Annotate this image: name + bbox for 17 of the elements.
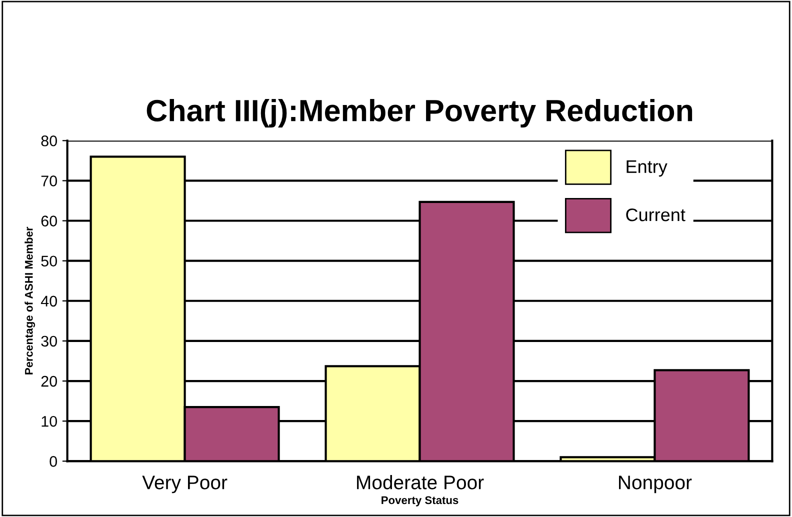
y-tick-label: 50 [41,256,57,267]
y-tick-label: 60 [41,216,57,226]
chart-title: Chart III(j):Member Poverty Reduction [146,99,692,128]
y-tick-label: 10 [42,416,57,427]
y-tick-label: 30 [41,336,57,347]
y-tick-label: 40 [40,296,57,307]
y-tick-label: 0 [50,456,57,467]
legend-label: Entry [626,160,668,177]
x-tick-label: Very Poor [142,476,228,494]
y-axis-title: Percentage of ASHI Member [24,226,36,374]
x-tick-label: Moderate Poor [357,475,484,490]
x-tick-label: Nonpoor [619,476,692,494]
y-tick-label: 20 [41,376,57,387]
x-axis-title: Poverty Status [382,496,458,506]
y-tick-label: 80 [41,135,57,146]
y-tick-label: 70 [41,176,57,186]
legend-label: Current [626,208,686,222]
